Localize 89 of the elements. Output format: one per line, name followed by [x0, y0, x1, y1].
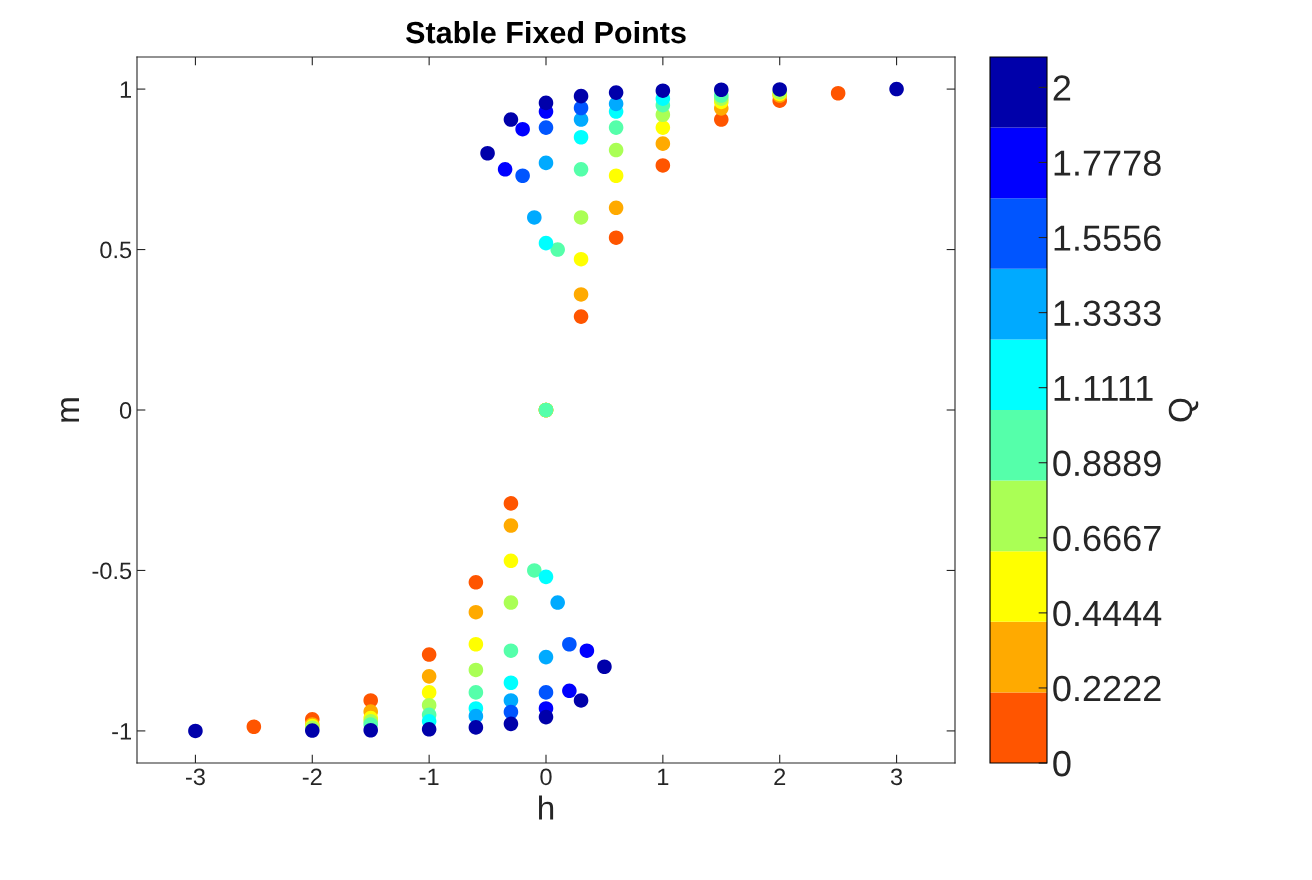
- color-bar-label: 1.3333: [1054, 300, 1161, 327]
- point: [573, 309, 589, 324]
- point: [608, 142, 624, 158]
- point: [468, 720, 484, 735]
- point: [550, 242, 565, 257]
- point: [503, 704, 519, 720]
- y-axis-title: m: [61, 398, 79, 422]
- point: [538, 685, 554, 700]
- point: [538, 95, 554, 111]
- point: [503, 112, 519, 127]
- point: [503, 518, 519, 533]
- y-tick-label: 0: [119, 402, 132, 419]
- point: [246, 719, 262, 735]
- x-tick-label: -1: [419, 768, 439, 785]
- y-tick-label: 0.5: [100, 241, 132, 259]
- y-tick-label: -0.5: [92, 562, 132, 580]
- point: [468, 604, 484, 620]
- point: [468, 685, 484, 700]
- x-tick-label: -3: [185, 768, 205, 786]
- point: [503, 675, 519, 691]
- point: [573, 162, 589, 177]
- point: [830, 85, 846, 101]
- point: [573, 210, 589, 225]
- point: [515, 168, 530, 184]
- point: [655, 136, 671, 151]
- point: [503, 496, 519, 511]
- point: [421, 685, 437, 700]
- point: [550, 595, 565, 610]
- point: [573, 129, 589, 145]
- point: [503, 716, 519, 732]
- x-tick-label: -2: [302, 768, 322, 785]
- color-bar-label: 1.5556: [1054, 225, 1161, 251]
- point: [538, 649, 554, 665]
- point: [468, 575, 484, 590]
- point: [579, 643, 595, 658]
- point: [468, 662, 484, 678]
- point: [503, 643, 519, 658]
- color-bar-label: 0.4444: [1053, 600, 1162, 627]
- point: [889, 81, 904, 97]
- color-bar-label: 1.1111: [1054, 375, 1153, 401]
- y-tick-label: 1: [120, 81, 131, 98]
- color-bar-title: Q: [1168, 398, 1199, 422]
- point: [527, 563, 542, 578]
- point: [655, 120, 671, 135]
- point: [188, 723, 203, 739]
- point: [421, 647, 437, 662]
- point: [538, 235, 554, 251]
- point: [421, 669, 437, 684]
- color-bar-label: 0.2222: [1053, 675, 1161, 702]
- point: [608, 85, 624, 100]
- color-bar-label: 0.6667: [1053, 525, 1161, 552]
- point: [363, 722, 378, 738]
- x-tick-label: 0: [540, 768, 552, 786]
- point: [421, 722, 437, 737]
- point: [562, 636, 577, 652]
- point: [573, 100, 589, 116]
- point: [538, 709, 554, 725]
- point: [538, 569, 554, 585]
- point: [573, 287, 589, 302]
- x-axis-title: h: [539, 795, 554, 820]
- point: [573, 693, 589, 708]
- point: [714, 82, 729, 98]
- point: [655, 158, 671, 173]
- point: [468, 636, 484, 652]
- point: [608, 168, 624, 184]
- chart-title: Stable Fixed Points: [405, 20, 686, 44]
- point: [608, 120, 624, 135]
- point: [480, 145, 495, 161]
- point: [527, 210, 542, 225]
- x-tick-label: 3: [890, 768, 903, 786]
- point: [655, 83, 671, 98]
- point: [497, 162, 513, 177]
- point: [538, 120, 554, 135]
- point: [562, 683, 577, 699]
- point: [515, 121, 530, 137]
- color-bar-label: 0.8889: [1053, 450, 1161, 477]
- point: [608, 200, 624, 216]
- point: [573, 88, 589, 104]
- color-bar-label: 2: [1053, 75, 1071, 101]
- y-tick-label: -1: [112, 723, 131, 740]
- point: [538, 155, 554, 171]
- point: [597, 659, 612, 675]
- point: [573, 251, 589, 267]
- point: [503, 595, 519, 610]
- point: [503, 553, 519, 569]
- x-tick-label: 2: [774, 768, 786, 785]
- x-tick-label: 1: [658, 768, 669, 785]
- color-bar-label: 1.7778: [1054, 150, 1161, 176]
- point: [608, 230, 624, 245]
